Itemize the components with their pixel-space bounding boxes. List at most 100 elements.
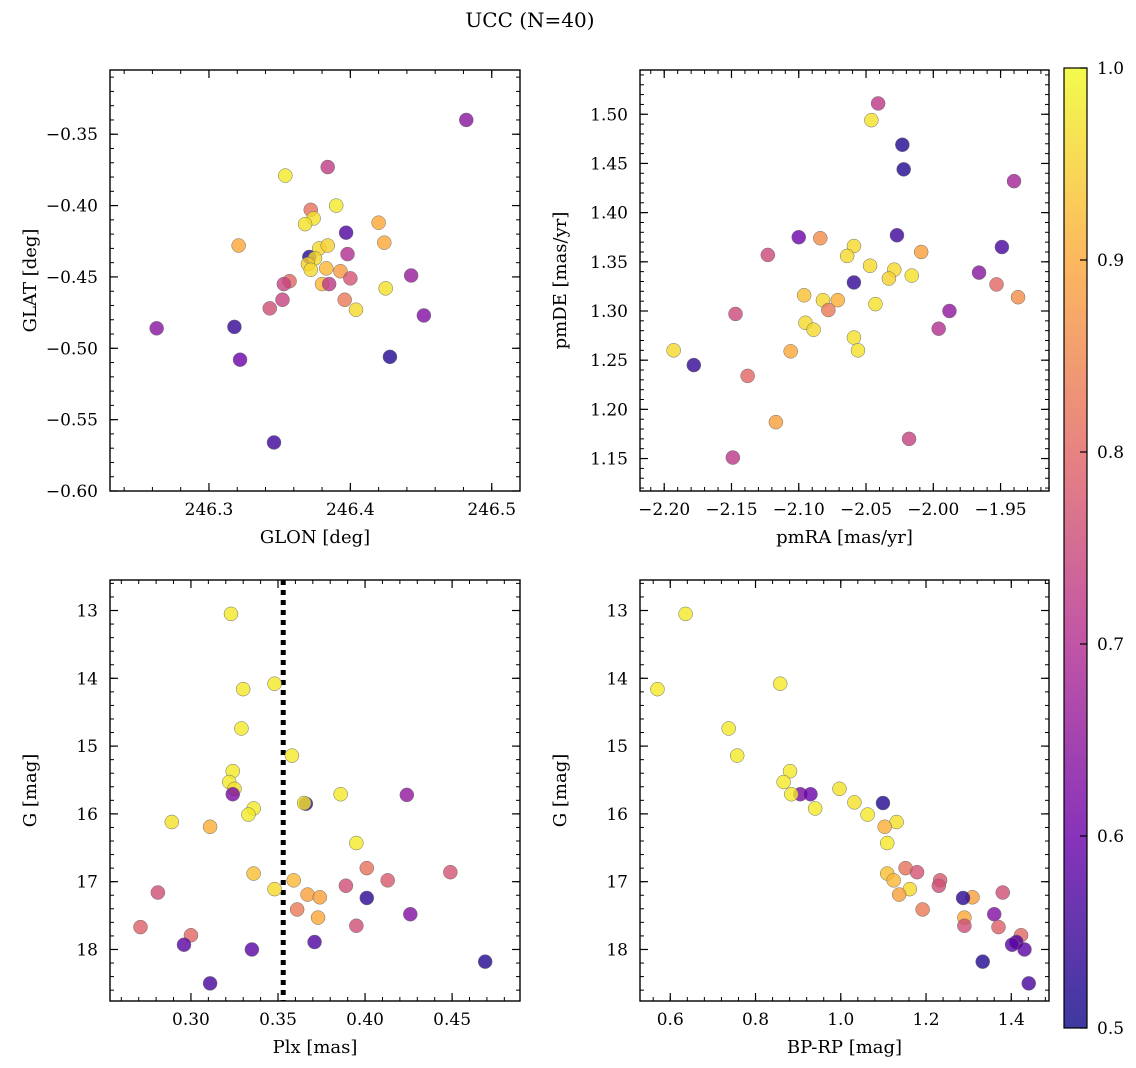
- data-point: [223, 606, 239, 622]
- y-tick-label: 1.30: [590, 302, 628, 322]
- scatter-points: [650, 606, 1037, 991]
- data-point: [333, 786, 348, 802]
- data-point: [989, 277, 1004, 292]
- data-point: [1004, 937, 1020, 952]
- data-point: [371, 215, 386, 230]
- data-point: [403, 906, 418, 922]
- data-point: [176, 937, 192, 952]
- x-tick-label: −2.10: [773, 500, 825, 520]
- data-point: [340, 246, 355, 262]
- y-tick-label: 1.45: [590, 154, 628, 174]
- data-point: [901, 431, 917, 447]
- x-tick-label: 0.6: [657, 1010, 684, 1030]
- data-point: [791, 229, 807, 245]
- x-tick-label: 246.3: [185, 500, 234, 520]
- data-point: [806, 322, 821, 337]
- data-point: [875, 795, 891, 811]
- data-point: [776, 774, 791, 790]
- y-tick-label: 18: [76, 940, 98, 960]
- data-point: [721, 721, 736, 736]
- data-point: [913, 244, 929, 260]
- axes-frame: [109, 69, 521, 492]
- data-point: [942, 303, 957, 319]
- x-tick-label: −2.00: [907, 500, 959, 520]
- data-point: [879, 835, 895, 851]
- x-axis-label: GLON [deg]: [260, 527, 370, 548]
- data-point: [225, 786, 240, 802]
- colorbar: 0.5 0.6 0.7 0.8 0.9 1.0: [1063, 59, 1124, 1039]
- data-point: [319, 261, 334, 276]
- y-tick-label: 1.50: [590, 105, 628, 125]
- data-point: [782, 763, 798, 779]
- data-point: [1021, 976, 1037, 991]
- data-point: [338, 878, 354, 894]
- data-point: [235, 681, 251, 697]
- data-point: [321, 276, 337, 292]
- data-point: [881, 271, 897, 286]
- data-point: [378, 281, 393, 296]
- data-point: [783, 344, 798, 359]
- data-point: [343, 271, 358, 286]
- data-point: [1006, 173, 1022, 189]
- data-point: [328, 198, 344, 213]
- data-point: [241, 807, 256, 822]
- y-axis-label: pmDE [mas/yr]: [550, 212, 571, 350]
- y-tick-label: −0.60: [46, 482, 98, 502]
- x-tick-label: 0.35: [259, 1010, 297, 1030]
- data-point: [303, 262, 319, 278]
- y-axis-label: G [mag]: [20, 754, 41, 827]
- data-point: [297, 216, 313, 232]
- data-point: [915, 902, 930, 917]
- data-point: [459, 112, 474, 128]
- data-point: [382, 349, 398, 365]
- data-point: [807, 801, 823, 816]
- data-point: [267, 881, 282, 897]
- data-point: [202, 819, 218, 835]
- x-tick-label: −1.95: [975, 500, 1027, 520]
- colorbar-gradient: [1063, 67, 1088, 1029]
- data-point: [164, 814, 180, 830]
- data-point: [333, 263, 348, 279]
- data-point: [359, 890, 375, 906]
- data-point: [246, 866, 261, 881]
- panel-glon-glat: 246.3 246.4 246.5 −0.60 −0.55 −0.50 −0.45 −0.40…: [20, 69, 521, 548]
- data-point: [931, 321, 946, 336]
- data-point: [286, 873, 301, 888]
- y-tick-label: 1.15: [590, 450, 628, 470]
- y-tick-label: 18: [606, 940, 628, 960]
- data-point: [729, 748, 745, 763]
- data-point: [244, 942, 260, 957]
- x-tick-label: 0.30: [172, 1010, 210, 1030]
- data-point: [904, 268, 920, 283]
- data-point: [832, 781, 847, 797]
- ticks: [110, 70, 521, 492]
- colorbar-tick-label: 0.5: [1097, 1019, 1124, 1039]
- data-point: [846, 275, 862, 290]
- data-point: [839, 248, 855, 264]
- y-tick-label: 15: [76, 737, 98, 757]
- data-point: [227, 319, 242, 335]
- data-point: [896, 162, 911, 177]
- data-point: [289, 902, 305, 917]
- x-tick-label: 0.8: [742, 1010, 769, 1030]
- data-point: [957, 918, 972, 933]
- data-point: [278, 168, 293, 183]
- data-point: [232, 352, 248, 367]
- y-tick-label: 14: [76, 669, 98, 689]
- data-point: [266, 435, 282, 450]
- data-point: [768, 414, 784, 430]
- scatter-points: [666, 96, 1026, 465]
- data-point: [864, 112, 879, 128]
- data-point: [870, 96, 886, 111]
- data-point: [860, 807, 875, 822]
- data-point: [380, 873, 395, 888]
- data-point: [307, 934, 322, 950]
- data-point: [443, 864, 458, 880]
- x-tick-label: 1.2: [912, 1010, 939, 1030]
- data-point: [846, 330, 862, 345]
- data-point: [320, 238, 335, 253]
- x-tick-label: −2.05: [840, 500, 892, 520]
- data-point: [312, 890, 328, 905]
- y-tick-label: 17: [606, 873, 628, 893]
- data-point: [995, 885, 1011, 900]
